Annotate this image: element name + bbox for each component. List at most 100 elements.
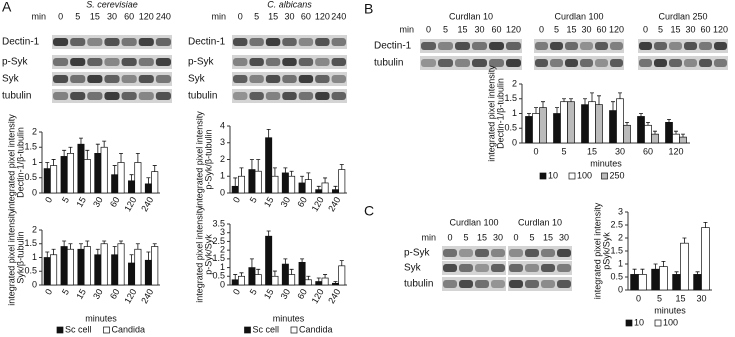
error-bar bbox=[316, 185, 321, 190]
bar bbox=[238, 275, 245, 286]
bar bbox=[50, 254, 58, 286]
x-tick-label: 60 bbox=[295, 287, 309, 301]
blot-band bbox=[699, 42, 712, 50]
bar bbox=[77, 143, 85, 194]
y-tick-label: 1.5 bbox=[610, 245, 623, 255]
bar bbox=[338, 169, 346, 194]
bar bbox=[83, 246, 91, 286]
bar bbox=[609, 110, 617, 144]
y-tick-label: 0.5 bbox=[24, 172, 37, 182]
bar bbox=[315, 281, 323, 286]
blot-band bbox=[610, 59, 623, 67]
blot-band bbox=[298, 75, 314, 83]
blot-band bbox=[714, 59, 727, 67]
blot-band bbox=[525, 280, 539, 288]
bar bbox=[560, 101, 568, 144]
blot-strip bbox=[508, 246, 572, 260]
row-label: p-Syk bbox=[2, 57, 29, 68]
error-bar bbox=[266, 230, 271, 237]
panel-letter: B bbox=[364, 1, 373, 17]
bar bbox=[281, 172, 289, 194]
blot-band bbox=[595, 59, 608, 67]
bar bbox=[43, 257, 51, 286]
time-label: 15 bbox=[90, 11, 100, 21]
min-label: min bbox=[421, 232, 436, 242]
bar bbox=[50, 165, 58, 194]
blot-band bbox=[265, 58, 281, 66]
time-label: 60 bbox=[700, 24, 710, 34]
blot-band bbox=[714, 42, 727, 50]
bar bbox=[525, 116, 533, 144]
blot-band bbox=[438, 42, 453, 50]
blot-band bbox=[550, 42, 563, 50]
error-bar bbox=[233, 177, 238, 187]
time-label: 5 bbox=[254, 11, 259, 21]
bar bbox=[151, 171, 159, 194]
blot-band bbox=[53, 58, 69, 66]
blot-band bbox=[282, 38, 297, 46]
time-label: 30 bbox=[581, 24, 591, 34]
time-label: 120 bbox=[139, 11, 154, 21]
error-bar bbox=[640, 268, 645, 275]
y-axis-label: integrated pixel intensity bbox=[486, 65, 496, 162]
blot-title: Curdlan 100 bbox=[554, 11, 603, 21]
blot-band bbox=[331, 75, 346, 83]
blot-band bbox=[298, 92, 314, 100]
time-label: 120 bbox=[609, 24, 624, 34]
error-bar bbox=[339, 164, 344, 170]
error-bar bbox=[112, 246, 117, 255]
x-tick-label: 15 bbox=[74, 287, 88, 301]
bar bbox=[298, 261, 306, 286]
y-axis-label: Dectin-1/β-tubulin bbox=[15, 127, 25, 198]
x-tick-label: 0 bbox=[533, 146, 538, 156]
blot-title: C. albicans bbox=[267, 0, 312, 9]
y-tick-label: 2.5 bbox=[610, 219, 623, 229]
bar bbox=[231, 185, 239, 194]
blot-strip bbox=[442, 261, 506, 275]
y-axis-label: Syk/β-tubulin bbox=[15, 231, 25, 283]
bar bbox=[581, 104, 589, 144]
y-tick-label: 4 bbox=[220, 120, 225, 130]
blot-band bbox=[557, 249, 571, 257]
x-tick-label: 120 bbox=[122, 287, 138, 305]
time-label: 120 bbox=[315, 11, 330, 21]
time-label: 15 bbox=[457, 24, 467, 34]
error-bar bbox=[682, 237, 687, 244]
blot-band bbox=[315, 58, 330, 66]
blot-band bbox=[233, 58, 248, 66]
x-tick-label: 120 bbox=[310, 195, 326, 213]
y-axis-label: pSyk/Syk bbox=[601, 232, 611, 270]
legend-swatch bbox=[244, 326, 251, 334]
blot-band bbox=[138, 58, 154, 66]
x-tick-label: 5 bbox=[561, 146, 566, 156]
blot-band bbox=[699, 59, 712, 67]
bar bbox=[304, 279, 312, 286]
time-label: 30 bbox=[284, 11, 294, 21]
error-bar bbox=[674, 130, 678, 135]
min-label: min bbox=[399, 24, 414, 34]
blot-band bbox=[610, 42, 623, 50]
time-label: 30 bbox=[107, 11, 117, 21]
bar bbox=[248, 267, 256, 286]
time-label: 60 bbox=[124, 11, 134, 21]
x-tick-label: 0 bbox=[43, 287, 54, 296]
y-tick-label: 2.5 bbox=[212, 236, 225, 246]
time-label: 15 bbox=[268, 11, 278, 21]
blot-band bbox=[282, 58, 297, 66]
error-bar bbox=[283, 167, 288, 173]
error-bar bbox=[68, 146, 73, 154]
bar bbox=[144, 259, 152, 286]
legend-label: Candida bbox=[299, 324, 333, 334]
row-label: tubulin bbox=[374, 58, 403, 69]
bar bbox=[595, 104, 603, 144]
legend-swatch bbox=[103, 326, 110, 334]
y-tick-label: 0.5 bbox=[212, 271, 225, 281]
bar bbox=[553, 113, 561, 144]
error-bar bbox=[289, 170, 294, 177]
time-label: 15 bbox=[566, 24, 576, 34]
blot-band bbox=[541, 249, 555, 257]
error-bar bbox=[618, 92, 622, 99]
bar bbox=[100, 243, 108, 286]
blot-band bbox=[639, 59, 652, 67]
bar bbox=[623, 124, 631, 144]
